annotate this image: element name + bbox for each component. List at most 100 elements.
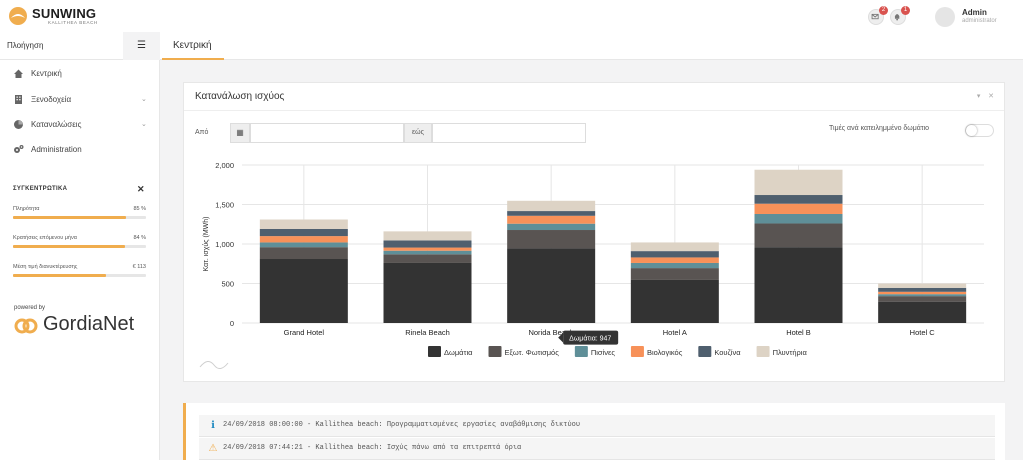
tooltip-pointer [558, 332, 564, 343]
tab-bar: Κεντρική [160, 32, 1023, 60]
legend-swatch [488, 346, 502, 357]
y-tick-label: 2,000 [215, 161, 234, 170]
close-icon[interactable]: ✕ [137, 184, 145, 194]
sidebar-item-consumption[interactable]: Καταναλώσεις ⌄ [0, 113, 159, 137]
brand-subtitle: KALLITHEA BEACH [48, 20, 98, 25]
partner-name: GordiaNet [43, 313, 135, 335]
bar-segment [383, 231, 472, 241]
avatar[interactable] [935, 7, 955, 27]
panel-header: Κατανάλωση ισχύος ▾ ✕ [184, 83, 1004, 111]
sidebar-title: Πλοήγηση [7, 41, 44, 50]
stats-title: ΣΥΓΚΕΝΤΡΩΤΙΚΑ [13, 186, 68, 192]
bar-segment [878, 283, 967, 288]
collapse-icon[interactable]: ▾ [976, 93, 981, 100]
from-date-input[interactable] [250, 123, 404, 143]
hamburger-icon: ☰ [137, 40, 146, 51]
legend-label: Εξωτ. Φωτισμός [505, 348, 560, 357]
mail-badge: 2 [879, 6, 888, 15]
tab-home[interactable]: Κεντρική [162, 32, 224, 60]
x-tick-label: Hotel C [910, 328, 936, 337]
warning-icon: ⚠ [208, 443, 218, 454]
stat-label: Πληρότητα [13, 206, 40, 212]
legend-label: Κουζίνα [714, 348, 741, 357]
y-tick-label: 0 [230, 319, 234, 328]
chevron-down-icon: ⌄ [141, 121, 147, 128]
x-tick-label: Norida Beach [528, 328, 573, 337]
legend-swatch [630, 346, 644, 357]
sunwing-logo[interactable]: SUNWING KALLITHEA BEACH [8, 5, 138, 27]
mail-icon [871, 13, 879, 20]
user-name[interactable]: Admin [962, 8, 987, 17]
stat-progress-bar [13, 216, 146, 219]
tab-label: Κεντρική [173, 40, 212, 51]
powered-by-label: powered by [14, 305, 46, 311]
bar-segment [630, 251, 719, 258]
sidebar-item-label: Κεντρική [31, 69, 62, 78]
sidebar-item-administration[interactable]: Administration [0, 138, 159, 162]
sidebar-header: Πλοήγηση ☰ [0, 32, 160, 60]
bar-segment [259, 247, 348, 260]
bar-segment [259, 228, 348, 237]
legend-label: Πισίνες [591, 348, 615, 357]
bar-segment [878, 301, 967, 323]
calendar-button[interactable]: ▦ [230, 123, 250, 143]
bar-segment [383, 250, 472, 255]
sidebar-item-home[interactable]: Κεντρική [0, 62, 159, 86]
event-log: ℹ 24/09/2018 08:00:00 - Kallithea beach:… [183, 403, 1005, 460]
legend-label: Πλυντήρια [773, 348, 808, 357]
legend-swatch [428, 346, 441, 357]
gordianet-logo: GordiaNet [13, 313, 153, 339]
stat-occupancy: Πληρότητα 85 % [13, 206, 146, 226]
stat-bookings: Κρατήσεις επόμενου μήνα 84 % [13, 235, 146, 255]
bar-segment [754, 247, 843, 323]
bar-segment [259, 259, 348, 323]
log-text: 24/09/2018 07:44:21 - Kallithea beach: Ι… [223, 444, 522, 452]
stat-label: Κρατήσεις επόμενου μήνα [13, 235, 77, 241]
stat-avg-price: Μέση τιμή διανυκτέρευσης € 113 [13, 264, 146, 284]
bar-segment [878, 294, 967, 297]
stat-value: 85 % [133, 206, 146, 212]
bar-segment [630, 268, 719, 280]
tooltip-box [563, 330, 619, 345]
close-icon[interactable]: ✕ [988, 93, 994, 100]
stat-progress-bar [13, 245, 146, 248]
bar-segment [507, 200, 596, 212]
sidebar-item-hotels[interactable]: Ξενοδοχεία ⌄ [0, 88, 159, 112]
stat-progress-fill [13, 274, 107, 277]
bar-segment [507, 223, 596, 231]
bar-segment [754, 223, 843, 248]
top-bar: SUNWING KALLITHEA BEACH 2 1 Admin admini… [0, 0, 1023, 32]
to-date-input[interactable] [432, 123, 586, 143]
y-tick-label: 500 [221, 280, 234, 289]
y-tick-label: 1,000 [215, 240, 234, 249]
bar-segment [630, 279, 719, 323]
calendar-icon: ▦ [236, 128, 244, 137]
stat-value: € 113 [132, 264, 146, 270]
brand-name: SUNWING [32, 6, 97, 21]
x-tick-label: Rinela Beach [405, 328, 450, 337]
bar-segment [507, 211, 596, 216]
stat-label: Μέση τιμή διανυκτέρευσης [13, 264, 78, 270]
bar-segment [259, 242, 348, 248]
info-icon: ℹ [211, 420, 215, 431]
bar-segment [259, 219, 348, 229]
notifications-badge: 1 [901, 6, 910, 15]
legend-label: Δωμάτια [444, 348, 473, 357]
stat-progress-bar [13, 274, 146, 277]
power-consumption-chart: 0 500 1,000 1,500 2,000 Κατ. ισχύς (MWh) Grand… [199, 161, 984, 369]
sidebar-item-label: Administration [31, 145, 82, 154]
mail-button[interactable]: 2 [868, 6, 888, 25]
x-tick-label: Hotel B [786, 328, 811, 337]
bar-segment [383, 247, 472, 251]
panel-tools: ▾ ✕ [977, 92, 994, 100]
stat-progress-fill [13, 216, 127, 219]
sidebar-item-label: Καταναλώσεις [31, 120, 82, 129]
notifications-button[interactable]: 1 [890, 6, 910, 25]
legend-swatch [756, 346, 770, 357]
legend-swatch [574, 346, 588, 357]
bar-segment [259, 236, 348, 243]
bar-segment [383, 240, 472, 248]
per-room-toggle[interactable] [965, 124, 994, 137]
sidebar-toggle-button[interactable]: ☰ [123, 32, 160, 60]
x-tick-label: Grand Hotel [284, 328, 325, 337]
